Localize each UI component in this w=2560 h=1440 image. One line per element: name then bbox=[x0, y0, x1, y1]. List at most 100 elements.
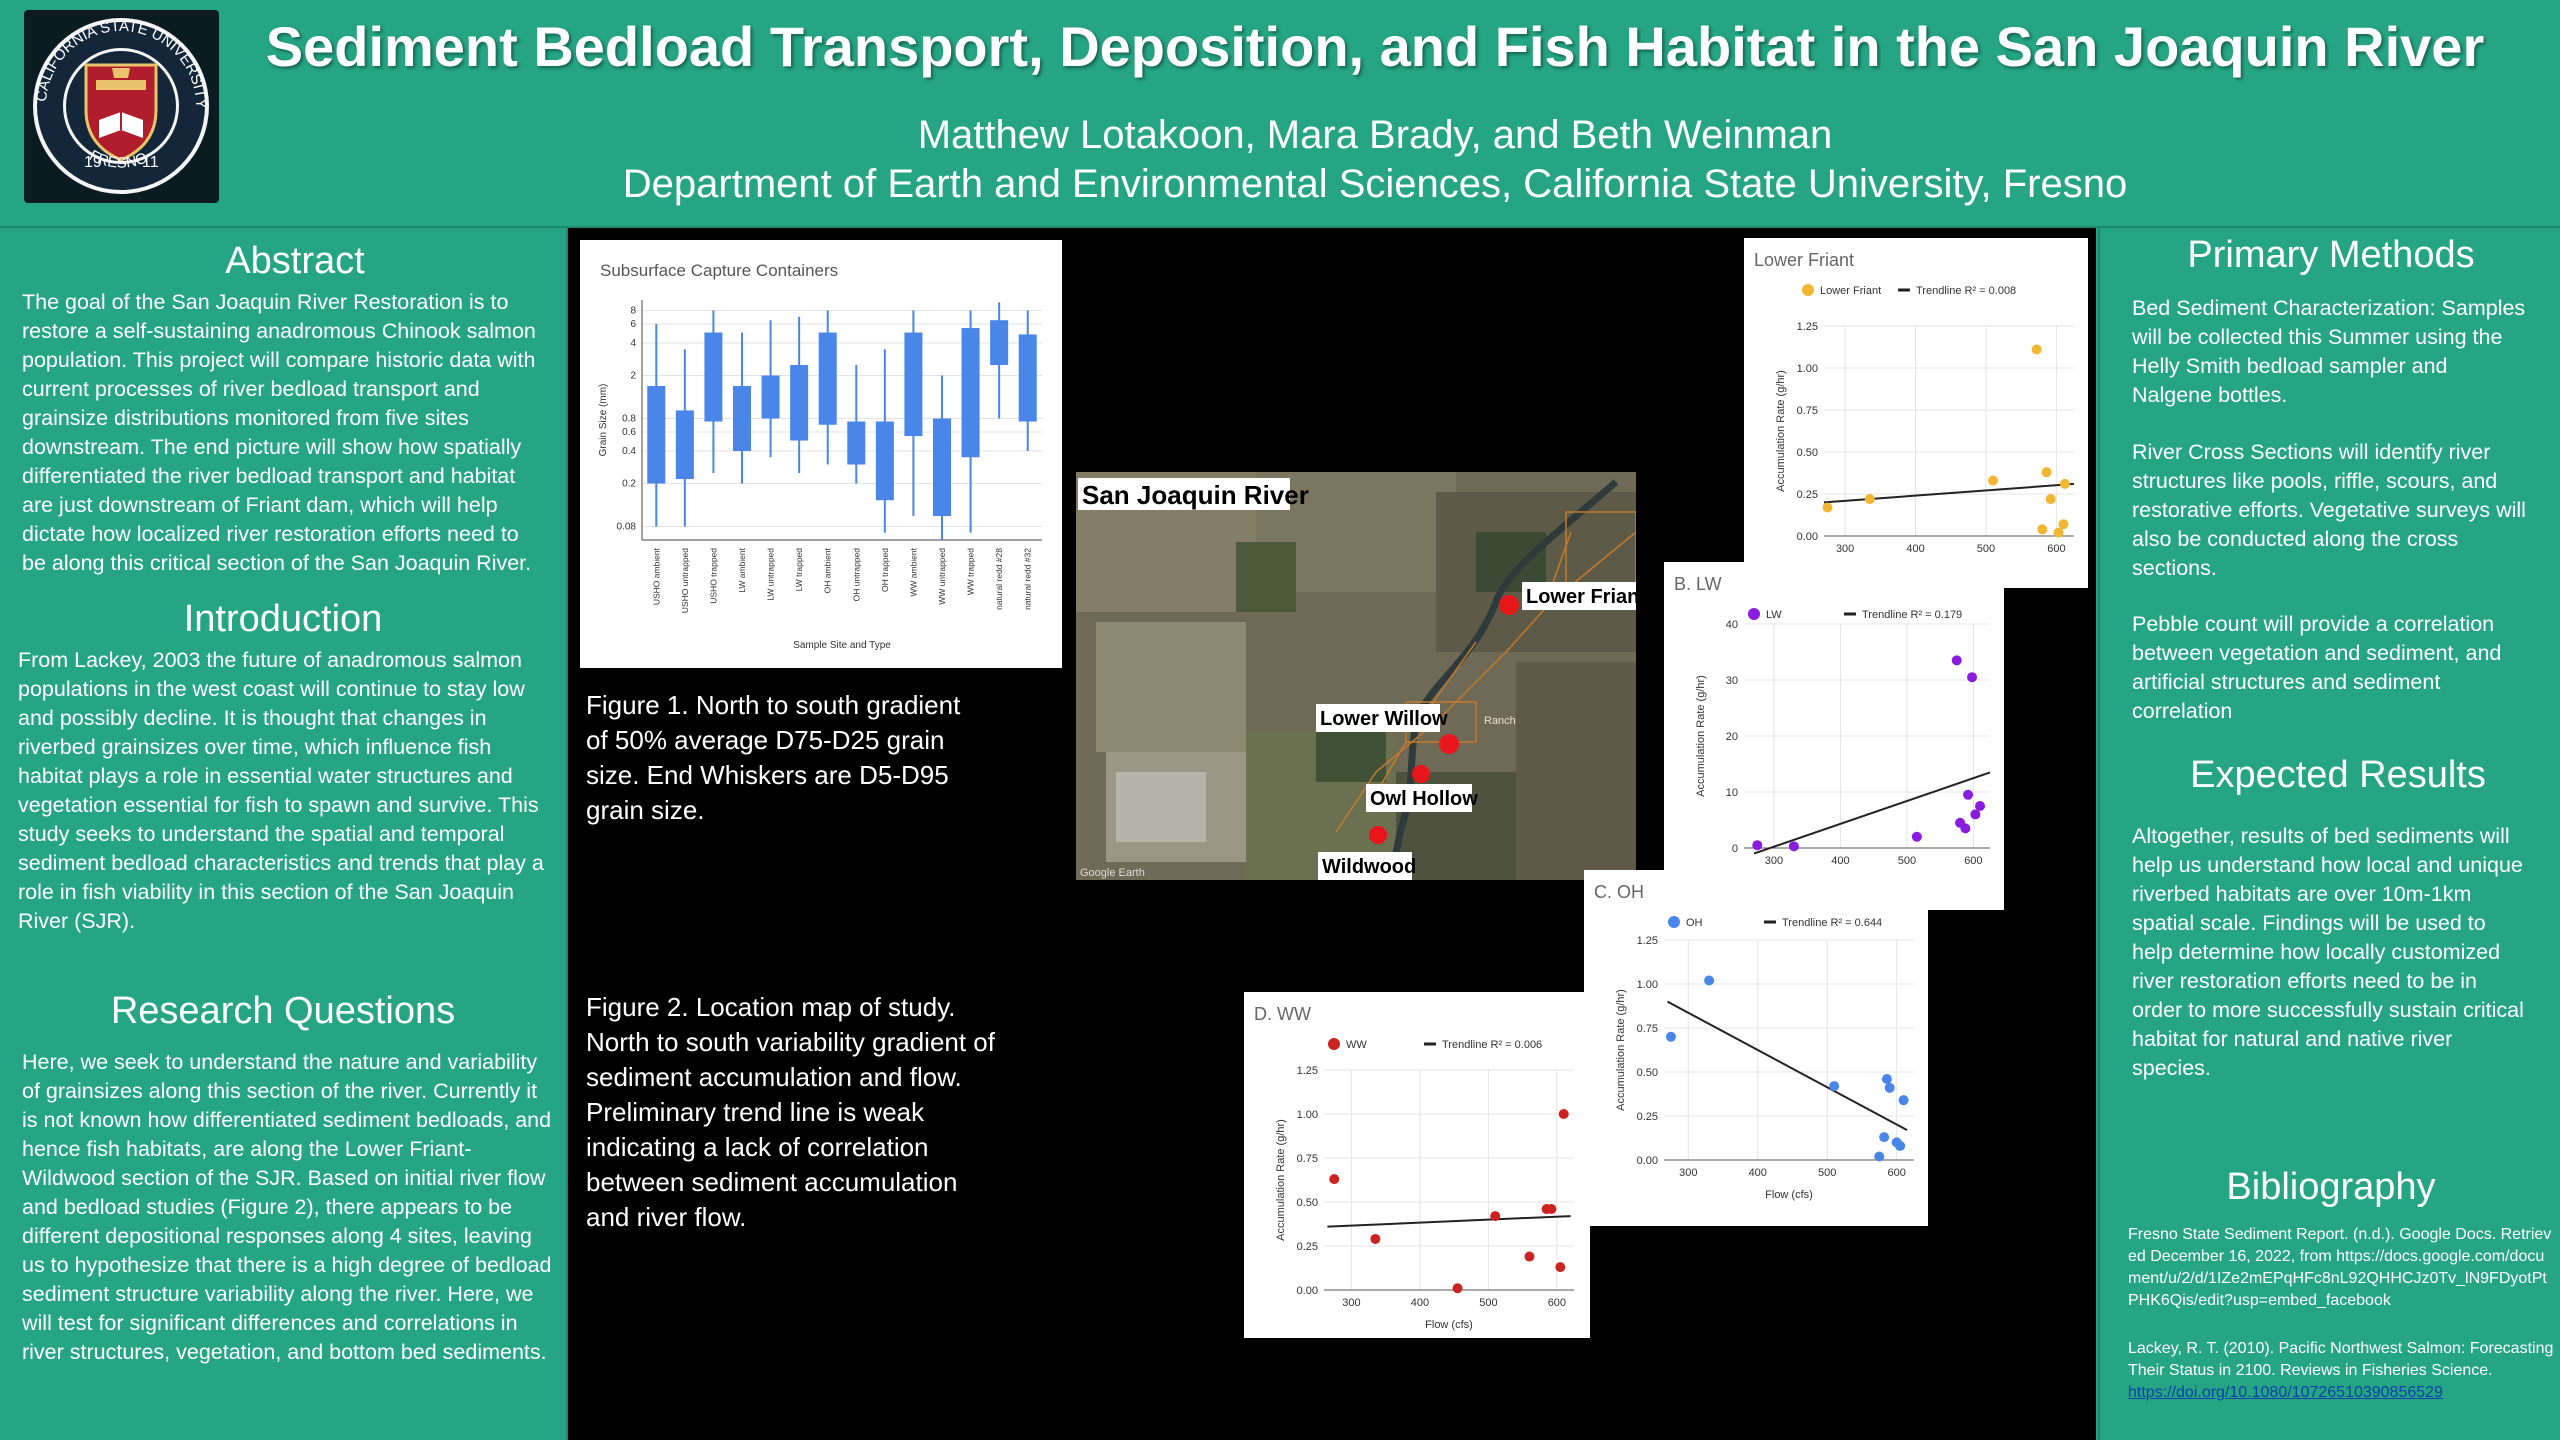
ww-chart: D. WW WW Trendline R² = 0.006 0.00 0.25 0.50 0… bbox=[1244, 992, 1590, 1338]
y-tick-label: 0.00 bbox=[1797, 531, 1818, 543]
bibliography-doi-link[interactable]: https://doi.org/10.1080/1072651039085652… bbox=[2128, 1384, 2443, 1401]
box-body bbox=[1018, 334, 1037, 422]
bibliography-entry-1: Fresno State Sediment Report. (n.d.). Go… bbox=[2128, 1226, 2552, 1309]
x-tick-label: OH untrapped bbox=[851, 548, 861, 602]
y-tick-label: 20 bbox=[1726, 731, 1738, 743]
y-tick-label: 1.25 bbox=[1797, 321, 1818, 333]
legend-series-label: Lower Friant bbox=[1820, 285, 1881, 297]
data-point bbox=[2058, 519, 2069, 530]
y-tick-label: 8 bbox=[630, 305, 636, 316]
y-tick-label: 30 bbox=[1726, 675, 1738, 687]
lower-friant-marker[interactable] bbox=[1499, 595, 1519, 615]
data-point bbox=[1975, 801, 1986, 811]
wildwood-marker[interactable] bbox=[1369, 826, 1387, 844]
trendline bbox=[1666, 1000, 1908, 1131]
center-figure-panel: Subsurface Capture Containers 0.08 0.2 0.4 0… bbox=[568, 228, 2096, 1440]
y-tick-label: 0.25 bbox=[1297, 1241, 1318, 1253]
legend-swatch bbox=[1748, 608, 1760, 620]
x-axis-label: Sample Site and Type bbox=[793, 640, 891, 651]
box-body bbox=[961, 328, 980, 458]
x-tick-label: WW untrapped bbox=[937, 548, 947, 605]
x-tick-label: 500 bbox=[1977, 543, 1995, 555]
x-tick-label: USHO ambient bbox=[651, 547, 661, 605]
poster-affiliation: Department of Earth and Environmental Sc… bbox=[622, 162, 2128, 206]
map-attribution: Google Earth bbox=[1080, 867, 1145, 879]
data-point bbox=[1546, 1204, 1557, 1215]
x-tick-label: 600 bbox=[1548, 1297, 1566, 1309]
y-tick-label: 6 bbox=[630, 319, 636, 330]
box-body bbox=[818, 332, 837, 425]
legend-trend-label: Trendline R² = 0.179 bbox=[1862, 609, 1962, 621]
subsurface-box-chart: Subsurface Capture Containers 0.08 0.2 0.4 0… bbox=[598, 261, 1042, 651]
data-point bbox=[1329, 1174, 1340, 1185]
data-point bbox=[1524, 1251, 1535, 1262]
data-point bbox=[1951, 655, 1962, 666]
y-tick-label: 0.75 bbox=[1297, 1153, 1318, 1165]
data-point bbox=[1829, 1081, 1840, 1092]
data-point bbox=[1665, 1031, 1676, 1042]
expected-results-heading: Expected Results bbox=[2190, 754, 2486, 796]
y-tick-label: 0.25 bbox=[1637, 1111, 1658, 1123]
y-tick-label: 40 bbox=[1726, 619, 1738, 631]
lw-scatter: B. LW LW Trendline R² = 0.179 0 10 20 30 40 300 4… bbox=[1674, 574, 1991, 867]
y-tick-label: 0.25 bbox=[1797, 489, 1818, 501]
y-tick-label: 4 bbox=[630, 338, 636, 349]
data-point bbox=[1704, 975, 1715, 986]
primary-methods-heading: Primary Methods bbox=[2187, 234, 2475, 276]
lower-friant-chart: Lower Friant Lower Friant Trendline R² = 0… bbox=[1744, 238, 2088, 588]
university-seal-logo: 19 11 CALIFORNIA STATE UNIVERSITY FRESNO bbox=[24, 10, 219, 203]
research-questions-text: Here, we seek to understand the nature a… bbox=[22, 1050, 552, 1364]
poster-title: Sediment Bedload Transport, Deposition, … bbox=[265, 15, 2485, 78]
data-point bbox=[1555, 1262, 1566, 1273]
data-point bbox=[1558, 1109, 1569, 1119]
box-body bbox=[847, 421, 866, 465]
data-point bbox=[1963, 789, 1974, 800]
location-map: San Joaquin River Lower Friant Lower Wil… bbox=[1076, 472, 1636, 880]
x-tick-label: LW trapped bbox=[794, 548, 804, 592]
data-point bbox=[2059, 478, 2070, 489]
seal-year-right: 11 bbox=[142, 154, 159, 171]
data-point bbox=[1864, 494, 1875, 505]
data-point bbox=[1911, 831, 1922, 842]
legend-trend-label: Trendline R² = 0.008 bbox=[1916, 285, 2016, 297]
chart-title: B. LW bbox=[1674, 574, 1722, 594]
box-body bbox=[875, 421, 894, 501]
data-point bbox=[1895, 1140, 1906, 1151]
x-axis-label: Flow (cfs) bbox=[1425, 1319, 1473, 1331]
y-axis-label: Grain Size (mm) bbox=[598, 384, 609, 457]
y-tick-label: 0.00 bbox=[1637, 1155, 1658, 1167]
y-tick-label: 10 bbox=[1726, 787, 1738, 799]
data-point bbox=[1788, 841, 1799, 852]
map-label-owl-hollow: Owl Hollow bbox=[1370, 788, 1478, 810]
data-point bbox=[1970, 809, 1981, 820]
legend-swatch bbox=[1668, 916, 1680, 928]
legend-series-label: OH bbox=[1686, 917, 1703, 929]
y-tick-label: 0.4 bbox=[622, 446, 636, 457]
box-body bbox=[790, 365, 809, 441]
figure2-caption: Figure 2. Location map of study. North t… bbox=[586, 992, 995, 1232]
seal-year-left: 19 bbox=[84, 154, 102, 171]
y-tick-label: 1.25 bbox=[1637, 935, 1658, 947]
data-point bbox=[2041, 467, 2052, 478]
y-tick-label: 0.75 bbox=[1637, 1023, 1658, 1035]
introduction-text: From Lackey, 2003 the future of anadromo… bbox=[18, 648, 544, 933]
legend-swatch bbox=[1328, 1038, 1340, 1050]
data-point bbox=[1898, 1095, 1909, 1106]
data-point bbox=[1490, 1211, 1501, 1222]
box-body bbox=[990, 320, 1009, 366]
ww-scatter: D. WW WW Trendline R² = 0.006 0.00 0.25 0.50 0… bbox=[1254, 1004, 1574, 1331]
x-tick-label: USHO untrapped bbox=[680, 548, 690, 613]
data-point bbox=[1879, 1132, 1890, 1143]
data-point bbox=[1752, 840, 1763, 851]
owl-hollow-marker[interactable] bbox=[1412, 765, 1430, 783]
methods-paragraph-1: Bed Sediment Characterization: Samples w… bbox=[2132, 296, 2526, 407]
data-point bbox=[1874, 1151, 1885, 1162]
box-body bbox=[933, 418, 951, 517]
y-tick-label: 0.6 bbox=[622, 427, 636, 438]
lower-willow-marker[interactable] bbox=[1439, 734, 1459, 754]
legend-series-label: WW bbox=[1346, 1039, 1367, 1051]
trendline bbox=[1327, 1215, 1571, 1228]
data-point bbox=[1988, 475, 1999, 486]
map-label-lower-friant: Lower Friant bbox=[1526, 586, 1636, 608]
chart-title: Subsurface Capture Containers bbox=[600, 261, 838, 280]
